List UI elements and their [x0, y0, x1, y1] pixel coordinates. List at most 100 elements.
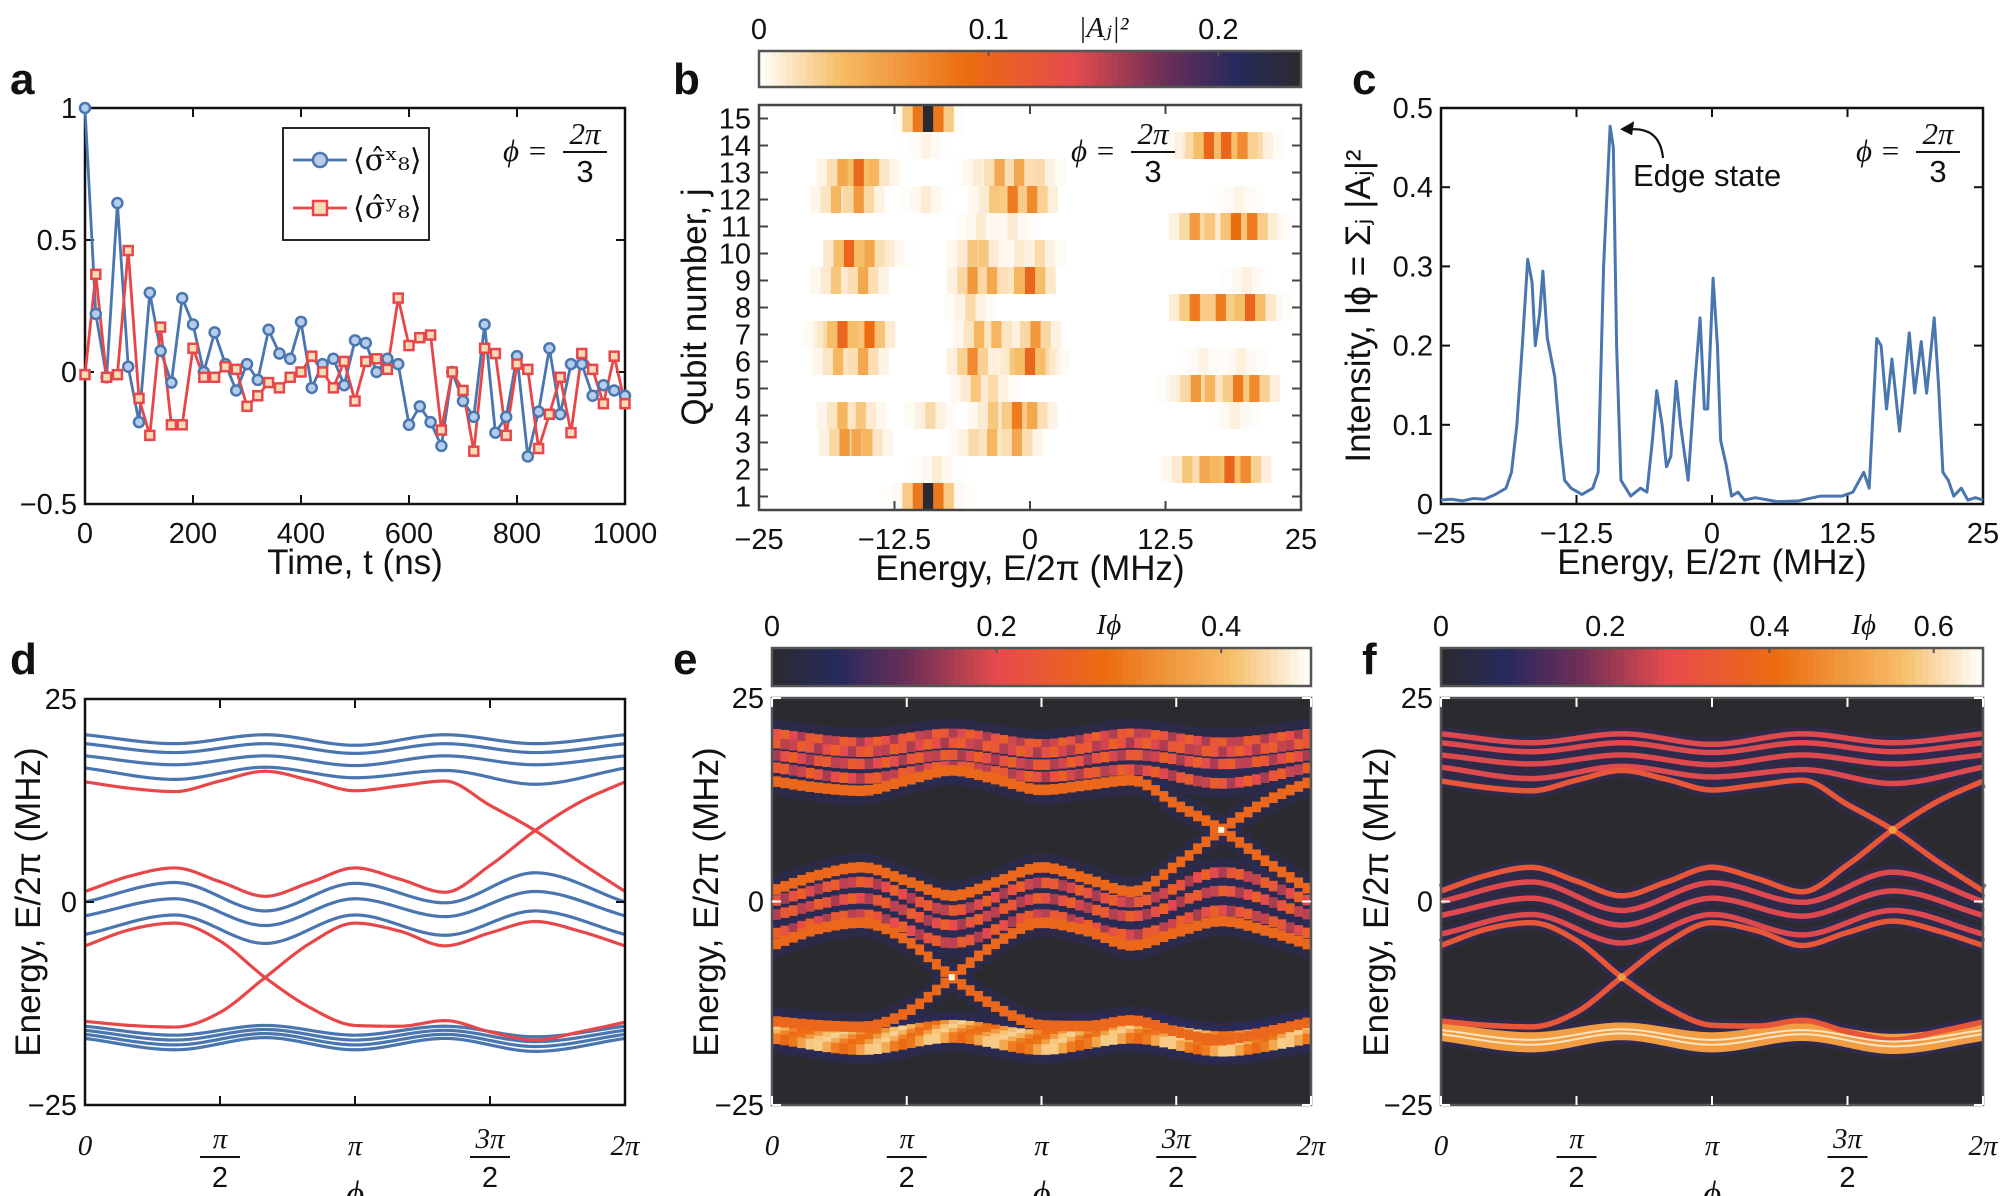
- colorbar-swatch: [1617, 648, 1625, 686]
- colorbar-frame: [1439, 646, 1985, 688]
- heatmap-cell: [873, 895, 882, 906]
- heatmap-cell: [957, 737, 967, 749]
- heatmap-cell: [1066, 897, 1076, 909]
- heatmap-cell: [982, 895, 992, 907]
- heatmap-cell: [1075, 1020, 1085, 1032]
- heatmap-cell: [1189, 213, 1200, 240]
- heatmap-cell: [1263, 213, 1274, 240]
- heatmap-cell-spread: [1193, 132, 1204, 159]
- heatmap-cell-spread: [827, 321, 838, 348]
- heatmap-cell-spread: [833, 240, 844, 267]
- colorbar-swatch: [935, 51, 943, 87]
- heatmap-cell: [864, 1021, 874, 1032]
- heatmap-cell: [1117, 910, 1127, 921]
- colorbar-swatch: [1840, 648, 1849, 686]
- x-tick-label-numerator: 3π: [1161, 1123, 1193, 1155]
- heatmap-cell: [1125, 749, 1135, 761]
- heatmap-cell: [1302, 927, 1312, 939]
- heatmap-cell: [1024, 878, 1034, 890]
- heatmap-cell: [957, 750, 967, 761]
- band-line: [1440, 888, 1984, 928]
- data-point-square: [576, 347, 588, 360]
- heatmap-cell: [1049, 893, 1059, 905]
- heatmap-cell: [976, 213, 987, 240]
- x-tick-label: 0: [765, 1130, 780, 1162]
- colorbar-swatch: [1095, 648, 1103, 686]
- colorbar-swatch: [1280, 51, 1289, 87]
- heatmap-cell: [1150, 934, 1160, 946]
- heatmap-cell: [1167, 900, 1177, 911]
- heatmap-cell: [906, 732, 916, 743]
- heatmap-cell: [1204, 375, 1216, 402]
- band-line: [1440, 919, 1984, 1043]
- heatmap-cell-spread: [868, 267, 879, 294]
- heatmap-cell: [1193, 775, 1203, 787]
- colorbar-swatch: [1156, 648, 1164, 686]
- heatmap-cell: [1142, 1017, 1152, 1029]
- heatmap-cell: [1167, 796, 1177, 808]
- heatmap-cell: [864, 785, 874, 796]
- heatmap-cell: [898, 742, 908, 754]
- x-tick-label: π: [1705, 1130, 1721, 1162]
- heatmap-cell: [857, 348, 869, 375]
- heatmap-cell-spread: [868, 348, 879, 375]
- heatmap-cell: [1075, 923, 1085, 935]
- heatmap-cell: [1049, 910, 1059, 921]
- heatmap-cell: [1252, 1042, 1261, 1054]
- heatmap-cell: [1302, 1033, 1312, 1045]
- heatmap-cell: [1016, 770, 1026, 781]
- heatmap-cell: [999, 743, 1009, 755]
- heatmap-cell-spread: [1251, 267, 1263, 294]
- heatmap-cell: [780, 935, 790, 946]
- heatmap-cell: [1108, 908, 1118, 920]
- heatmap-cell: [1033, 877, 1042, 889]
- heatmap-cell: [1041, 747, 1051, 758]
- colorbar-swatch: [1023, 51, 1031, 87]
- data-point-circle: [575, 357, 589, 371]
- heatmap-cell: [1209, 746, 1219, 757]
- heatmap-cell: [1193, 744, 1203, 756]
- heatmap-cell: [1252, 756, 1261, 768]
- heatmap-cell: [923, 769, 933, 780]
- heatmap-cell: [1226, 867, 1236, 879]
- heatmap-cell: [898, 1009, 908, 1020]
- heatmap-cell: [1075, 743, 1085, 755]
- heatmap-cell-spread: [931, 186, 942, 213]
- data-point-square: [122, 244, 134, 257]
- heatmap-cell-spread: [1187, 348, 1199, 375]
- heatmap-cell: [1277, 919, 1287, 930]
- heatmap-cell: [1100, 1018, 1110, 1030]
- heatmap-cell: [1184, 743, 1194, 755]
- heatmap-cell: [1167, 732, 1177, 743]
- heatmap-cell: [873, 783, 882, 794]
- heatmap-cell: [780, 729, 790, 741]
- colorbar-swatch: [852, 648, 861, 686]
- heatmap-cell: [898, 768, 908, 779]
- data-point-square: [586, 363, 599, 376]
- y-tick-label: 11: [721, 212, 751, 244]
- data-point-square: [522, 363, 534, 376]
- x-tick-label-denominator: 2: [212, 1162, 228, 1194]
- heatmap-cell: [1209, 456, 1220, 483]
- heatmap-cell: [915, 998, 925, 1010]
- colorbar-swatch: [1793, 648, 1801, 686]
- colorbar-swatch: [987, 648, 995, 686]
- heatmap-cell-spread: [1234, 456, 1245, 483]
- heatmap-cell: [814, 916, 824, 927]
- heatmap-cell: [1011, 402, 1023, 429]
- heatmap-cell: [948, 919, 958, 931]
- colorbar-swatch: [1236, 648, 1245, 686]
- heatmap-cell: [1176, 733, 1186, 745]
- crossing-point: [948, 974, 955, 981]
- heatmap-cell: [1260, 894, 1270, 905]
- data-point-circle: [121, 360, 135, 373]
- heatmap-cell: [832, 348, 844, 375]
- heatmap-cell: [1108, 1017, 1118, 1028]
- colorbar-swatch: [1124, 51, 1133, 87]
- heatmap-cell-spread: [912, 483, 923, 510]
- colorbar-swatch: [1129, 648, 1137, 686]
- colorbar-label: |Aⱼ|²: [1078, 12, 1129, 44]
- heatmap-cell: [1184, 923, 1194, 934]
- heatmap-cell: [990, 924, 1000, 935]
- colorbar-swatch: [1549, 648, 1557, 686]
